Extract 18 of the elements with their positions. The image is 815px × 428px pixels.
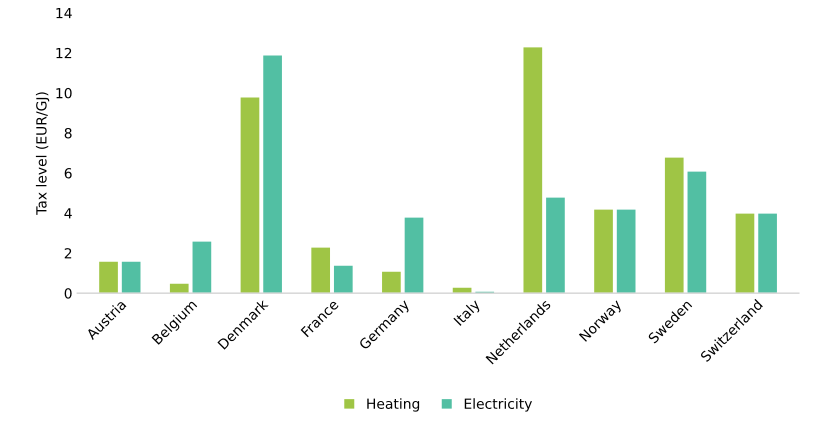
y-tick-label: 6 — [64, 168, 72, 179]
bar — [452, 286, 473, 294]
y-tick-label: 8 — [64, 128, 72, 138]
bar — [332, 264, 354, 294]
bar — [168, 282, 190, 294]
y-tick-label: 10 — [56, 88, 72, 98]
y-tick-label: 0 — [64, 288, 72, 299]
bar — [686, 170, 708, 294]
y-axis-title: Tax level (EUR/GJ) — [36, 92, 50, 215]
y-tick-label: 4 — [64, 208, 72, 218]
legend-label: Electricity — [464, 398, 532, 412]
bar — [310, 246, 332, 294]
y-tick-label: 14 — [56, 8, 72, 18]
y-tick-label: 12 — [56, 48, 72, 58]
bar — [664, 156, 685, 294]
bar — [191, 240, 212, 294]
legend-label: Heating — [367, 398, 420, 412]
y-tick-label: 2 — [64, 248, 72, 258]
